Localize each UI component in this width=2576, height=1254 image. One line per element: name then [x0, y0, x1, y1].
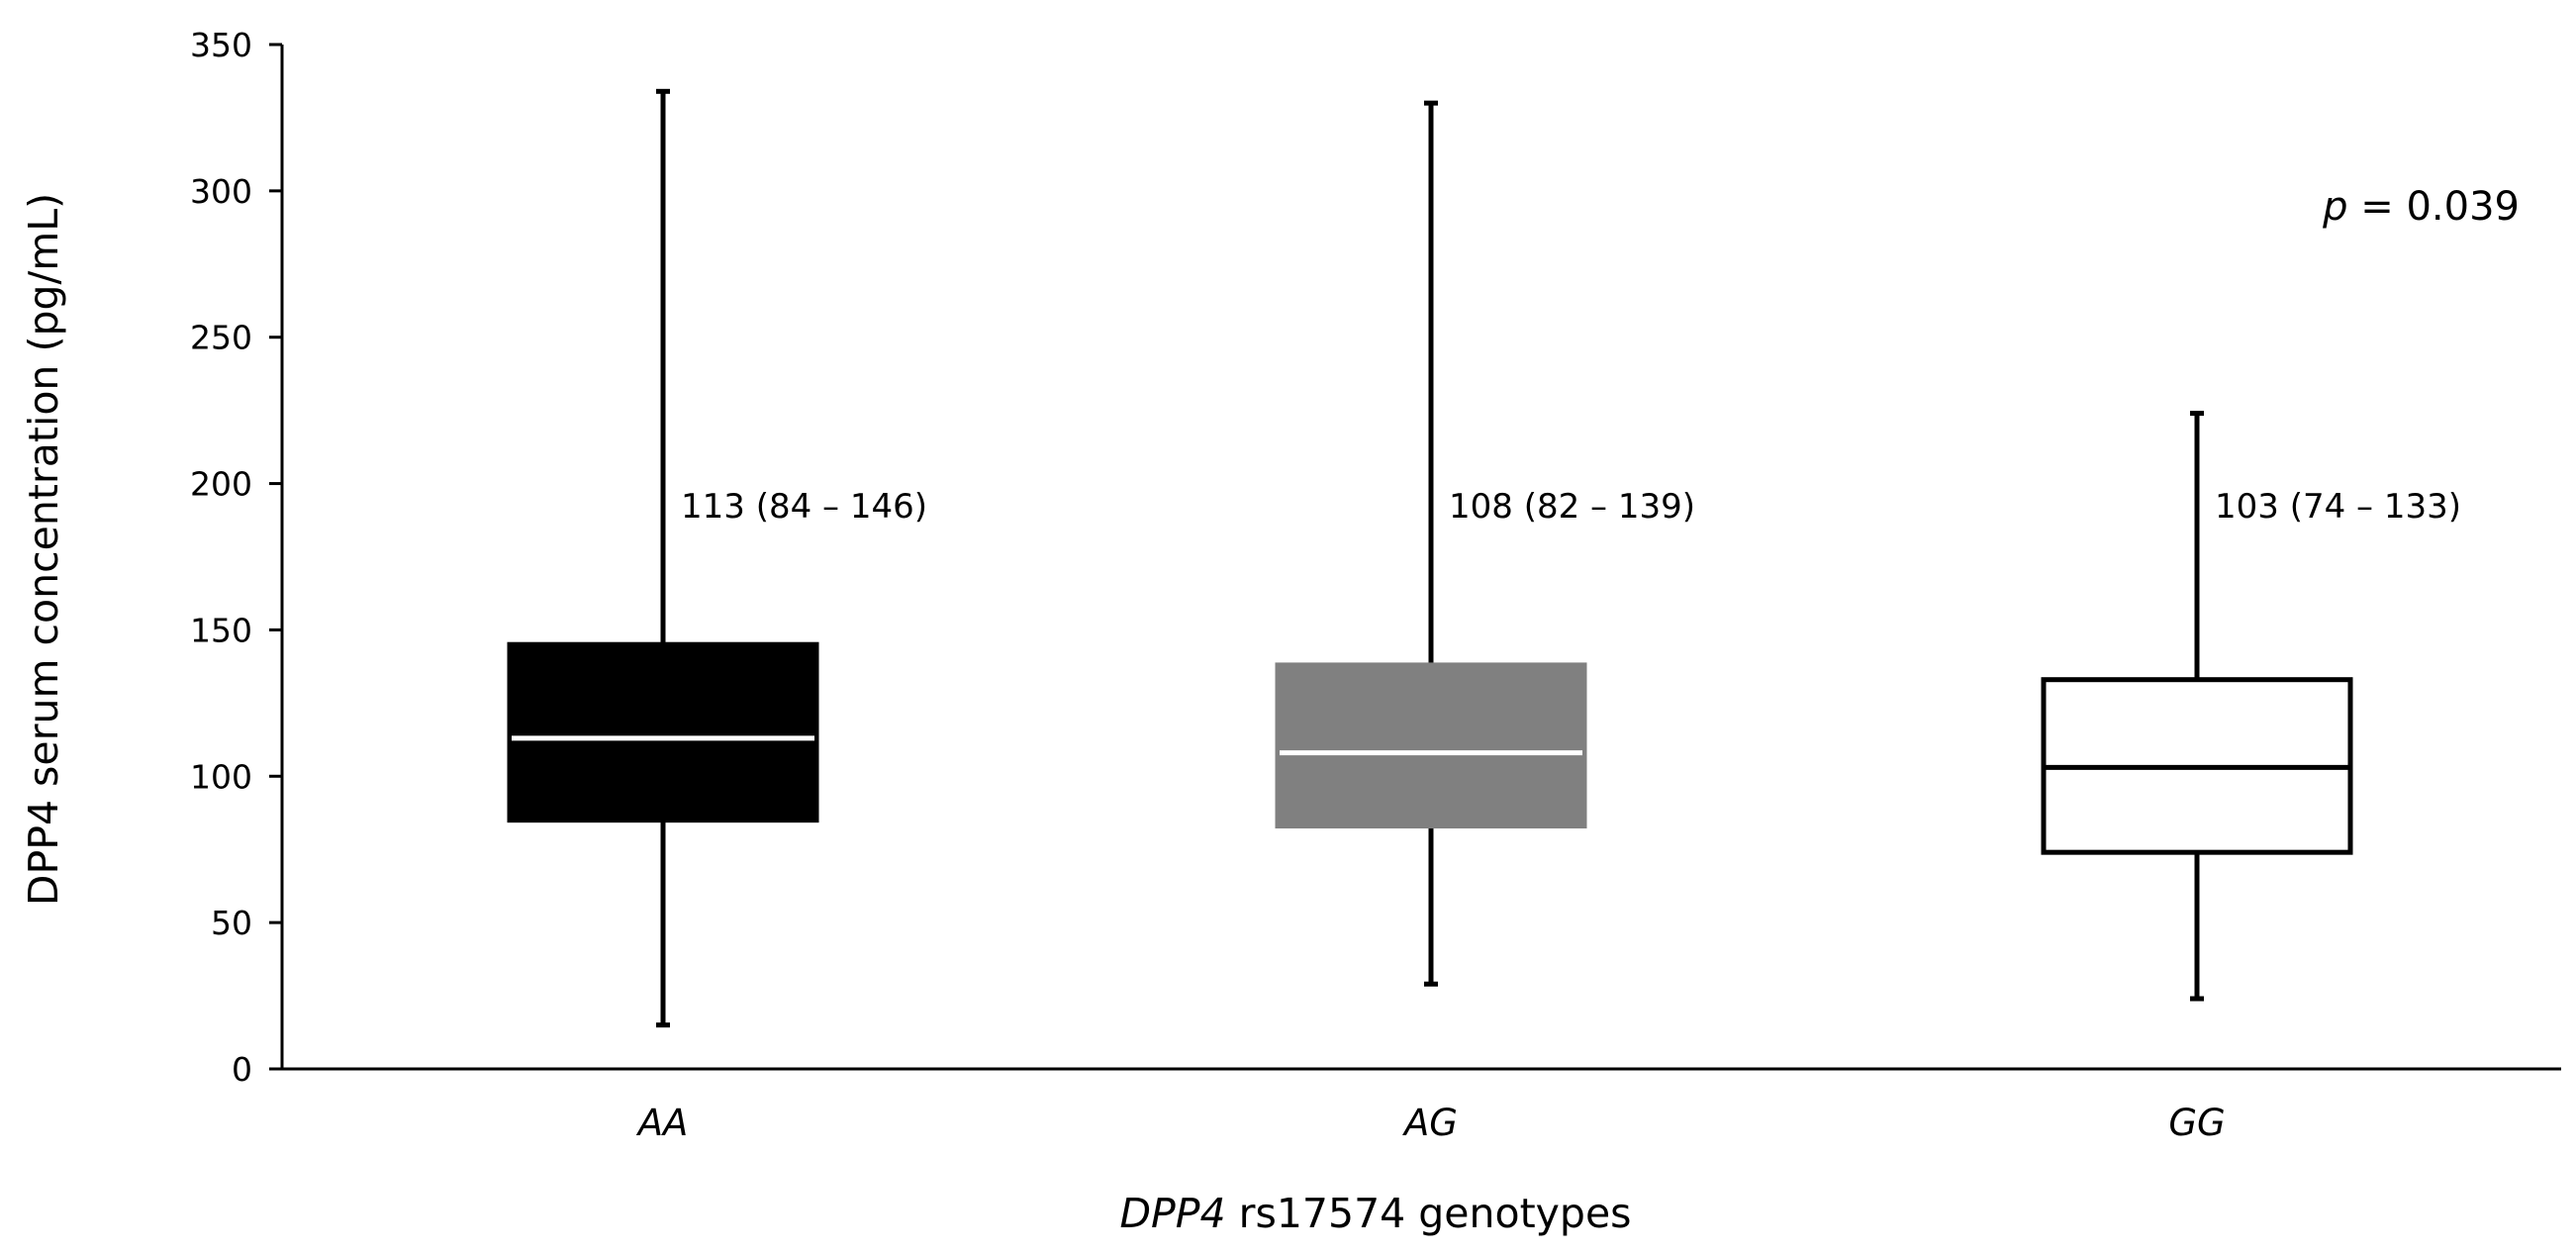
y-tick-label: 50: [211, 904, 252, 942]
box-summary-label: 103 (74 – 133): [2215, 487, 2461, 527]
y-axis: 0 50 100 150 200 250 300 350: [190, 26, 284, 1089]
x-axis-title-italic: DPP4: [1119, 1190, 1225, 1237]
boxes: 113 (84 – 146) 108 (82 – 139) 103 (74 – 13…: [507, 88, 2461, 1028]
y-tick-label: 200: [190, 465, 252, 504]
x-tick-label: GG: [2168, 1102, 2225, 1144]
box-summary-label: 108 (82 – 139): [1449, 487, 1695, 527]
x-tick-label: AG: [1402, 1102, 1458, 1144]
y-tick-label: 250: [190, 319, 252, 357]
p-value-rest: = 0.039: [2348, 184, 2520, 230]
y-tick-label: 350: [190, 26, 252, 64]
box-GG: 103 (74 – 133): [2041, 411, 2461, 1002]
x-axis-title-rest: rs17574 genotypes: [1226, 1190, 1632, 1237]
p-value-italic: p: [2322, 184, 2347, 230]
y-tick-label: 100: [190, 757, 252, 796]
y-tick-label: 300: [190, 172, 252, 211]
box-iqr: [1275, 662, 1587, 829]
x-axis-title: DPP4 rs17574 genotypes: [1119, 1190, 1631, 1237]
box-iqr: [507, 641, 819, 823]
box-AG: 108 (82 – 139): [1275, 100, 1695, 987]
y-axis-title: DPP4 serum concentration (pg/mL): [20, 193, 67, 906]
box-AA: 113 (84 – 146): [507, 88, 927, 1028]
x-axis: AA AG GG: [282, 1067, 2561, 1144]
box-summary-label: 113 (84 – 146): [681, 487, 927, 527]
x-tick-label: AA: [636, 1102, 689, 1144]
y-tick-label: 150: [190, 611, 252, 649]
y-tick-label: 0: [232, 1050, 252, 1089]
p-value-annotation: p = 0.039: [2322, 184, 2520, 230]
